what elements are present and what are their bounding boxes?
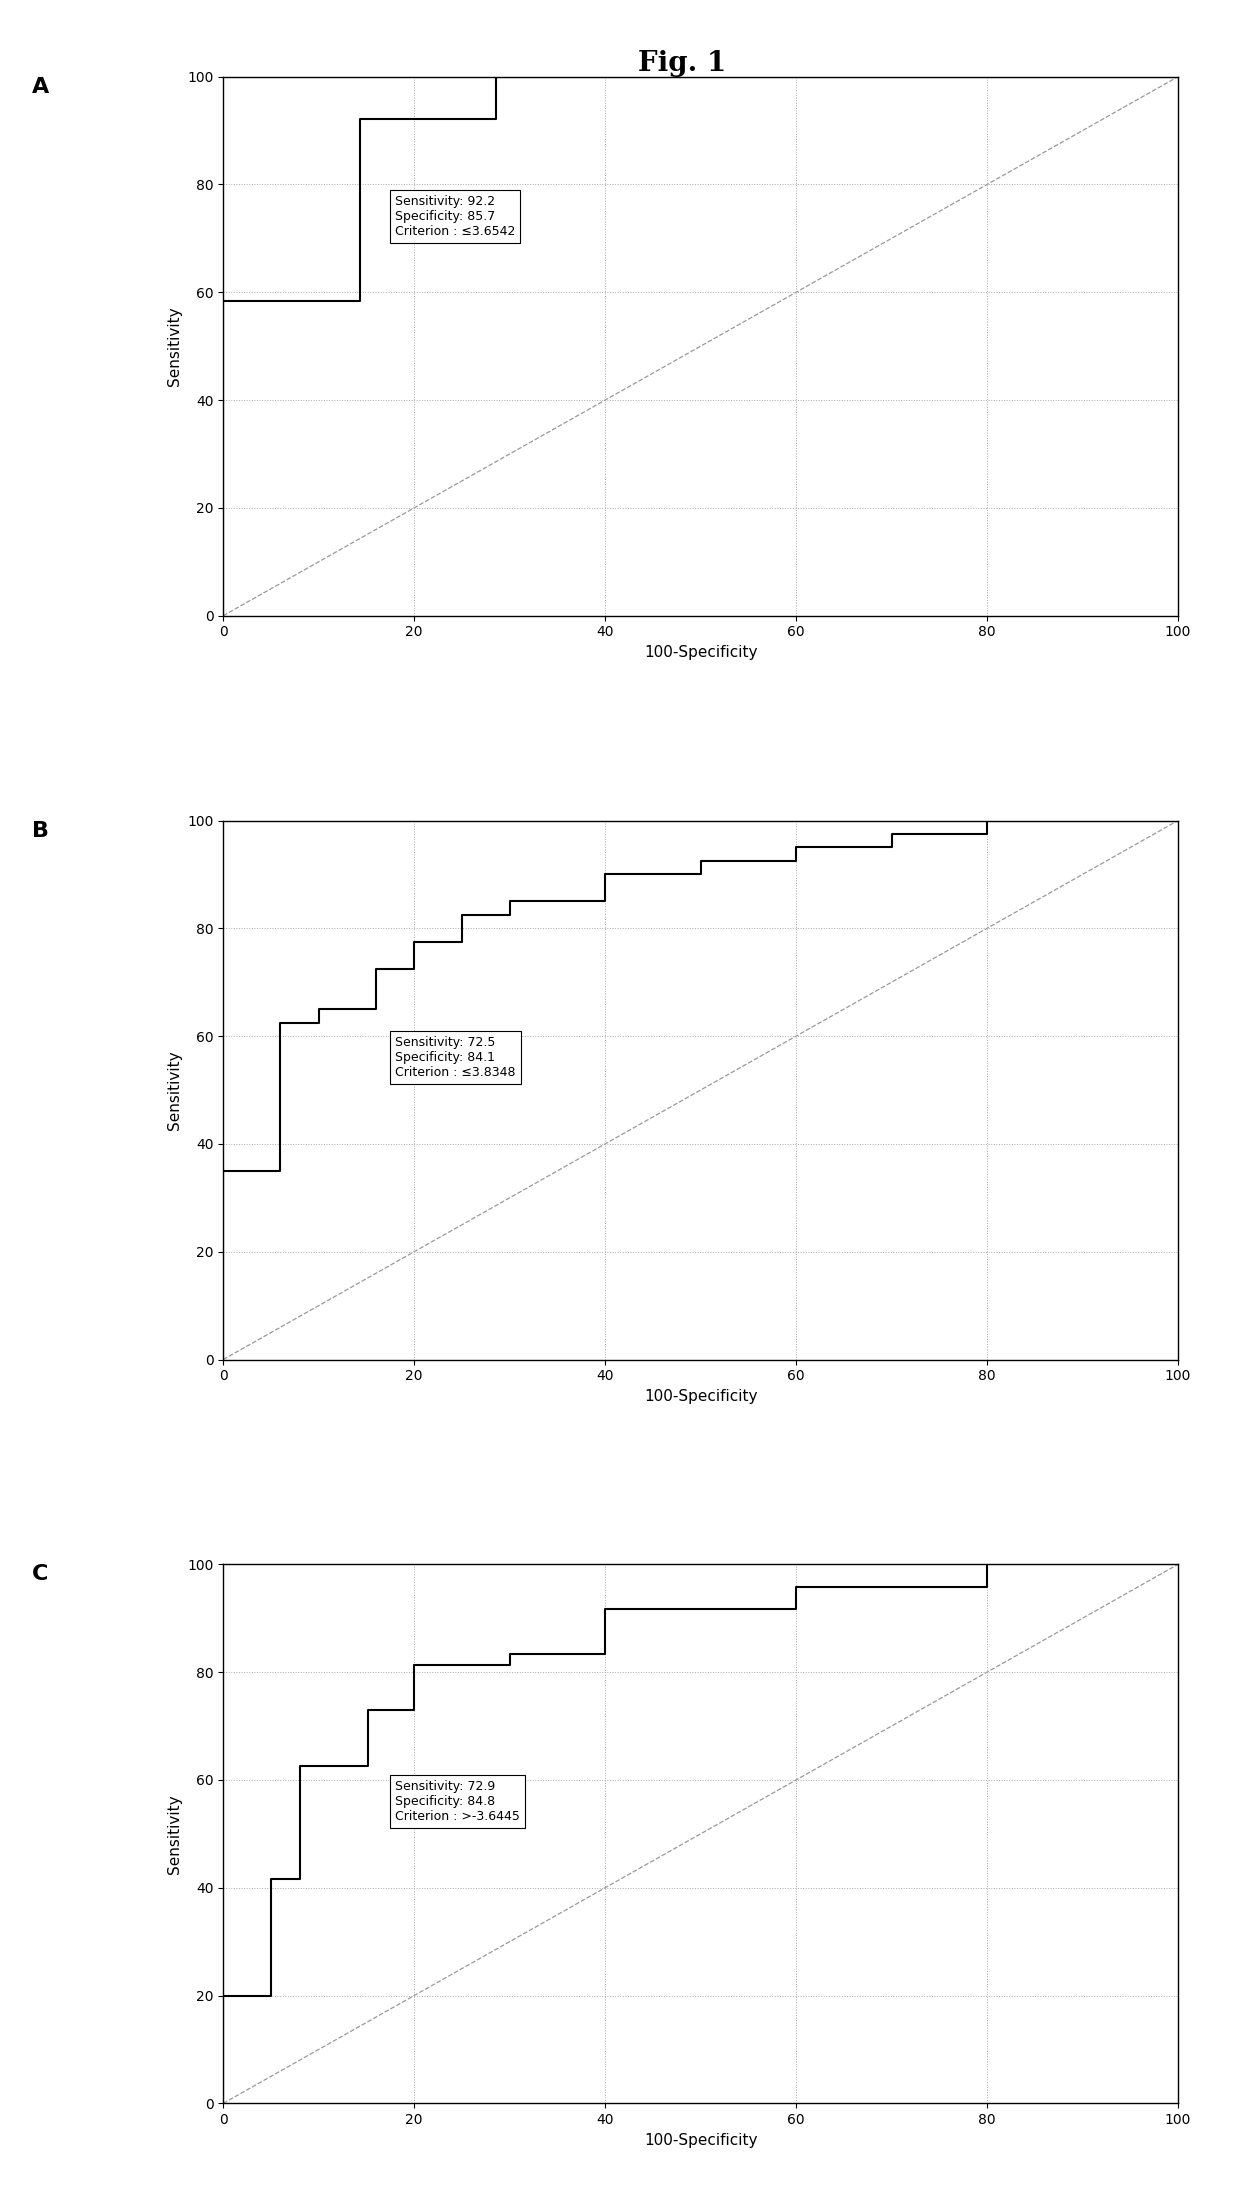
Text: Sensitivity: 72.5
Specificity: 84.1
Criterion : ≤3.8348: Sensitivity: 72.5 Specificity: 84.1 Crit… xyxy=(396,1036,516,1080)
Text: A: A xyxy=(32,77,50,96)
Y-axis label: Sensitivity: Sensitivity xyxy=(166,1794,181,1873)
Y-axis label: Sensitivity: Sensitivity xyxy=(166,307,181,386)
X-axis label: 100-Specificity: 100-Specificity xyxy=(644,1389,758,1404)
Text: C: C xyxy=(32,1564,48,1584)
Text: Sensitivity: 72.9
Specificity: 84.8
Criterion : >-3.6445: Sensitivity: 72.9 Specificity: 84.8 Crit… xyxy=(396,1779,520,1823)
X-axis label: 100-Specificity: 100-Specificity xyxy=(644,644,758,659)
Y-axis label: Sensitivity: Sensitivity xyxy=(166,1049,181,1131)
Text: Sensitivity: 92.2
Specificity: 85.7
Criterion : ≤3.6542: Sensitivity: 92.2 Specificity: 85.7 Crit… xyxy=(396,195,516,239)
X-axis label: 100-Specificity: 100-Specificity xyxy=(644,2132,758,2147)
Text: Fig. 1: Fig. 1 xyxy=(637,50,727,77)
Text: B: B xyxy=(32,819,50,841)
